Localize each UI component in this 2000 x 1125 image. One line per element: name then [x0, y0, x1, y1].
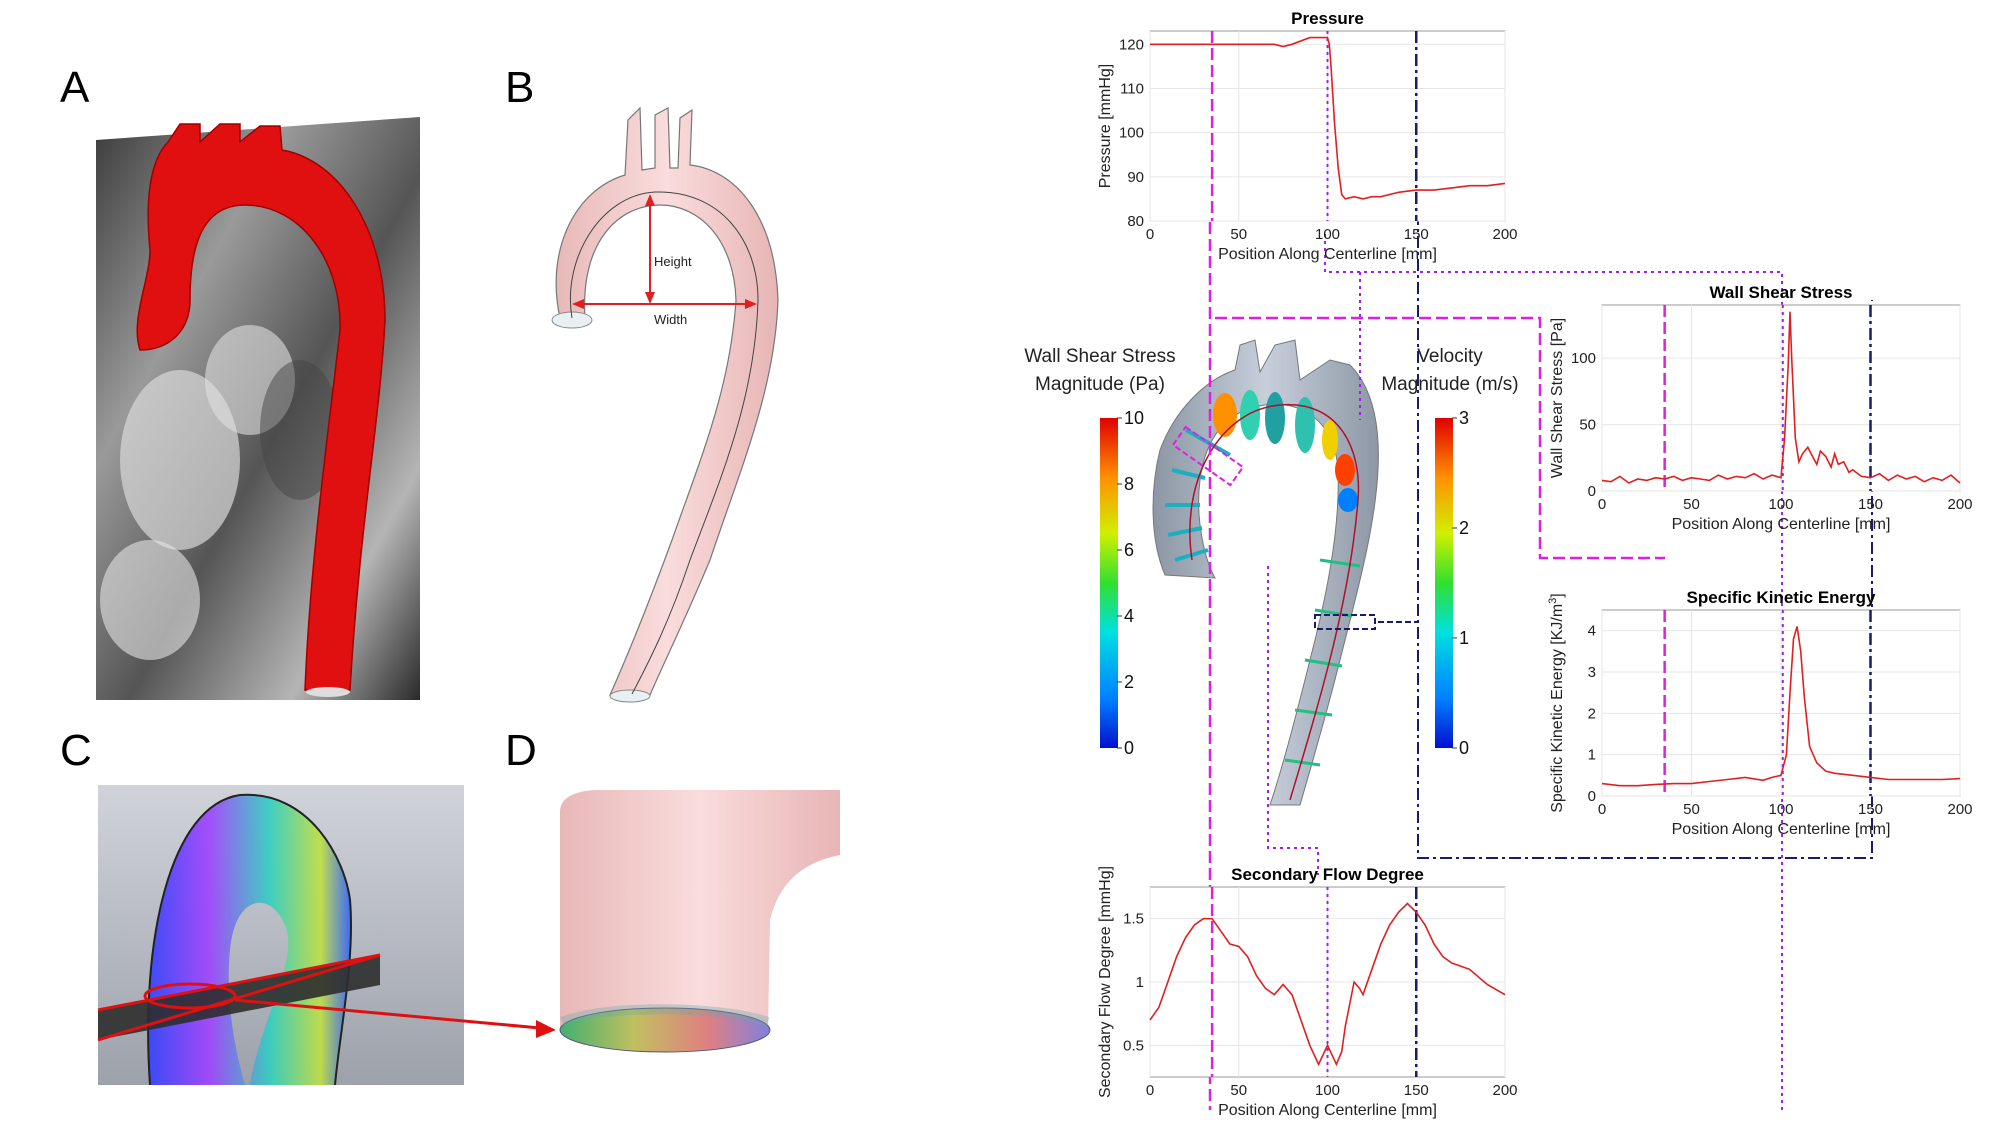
sfd-series-line: [1149, 902, 1506, 1067]
wss-colorbar-tick: 10: [1124, 408, 1144, 428]
pressure-x-tick: 50: [1230, 226, 1247, 243]
sfd-y-axis-label: Secondary Flow Degree [mmHg]: [1097, 866, 1114, 1098]
wss-x-tick: 100: [1768, 496, 1793, 513]
sfd-chart: 0 50 100 150 200 0.5 1 1.5 Secondary Flow Degree…: [1097, 865, 1518, 1119]
pressure-chart: 0 50 100 150 200 80 90 100 110 120 Pressure Positio…: [1097, 9, 1518, 263]
wss-x-tick: 0: [1598, 496, 1606, 513]
ske-y-tick: 0: [1588, 788, 1596, 805]
wss-x-tick: 150: [1858, 496, 1883, 513]
pressure-y-tick: 110: [1120, 80, 1144, 97]
velocity-colorbar-title-1: Velocity: [1417, 346, 1483, 367]
vel-colorbar-tick: 1: [1459, 628, 1469, 648]
ske-y-tick: 3: [1588, 664, 1596, 681]
wss-chart-title: Wall Shear Stress: [1710, 283, 1853, 302]
panel-letter-c: C: [60, 726, 92, 775]
pressure-y-axis-label: Pressure [mmHg]: [1097, 64, 1114, 188]
pressure-x-tick: 100: [1315, 226, 1340, 243]
ske-y-tick: 1: [1588, 747, 1596, 764]
sfd-chart-title: Secondary Flow Degree: [1231, 865, 1424, 884]
sfd-x-tick: 200: [1492, 1082, 1517, 1099]
wss-colorbar-title-1: Wall Shear Stress: [1024, 346, 1175, 367]
ske-x-tick: 100: [1768, 801, 1793, 818]
sfd-y-axis-label-text: Secondary Flow Degree [mmHg]: [1097, 866, 1114, 1098]
width-label: Width: [654, 312, 687, 327]
ske-series-line: [1601, 626, 1961, 787]
sfd-y-tick: 1: [1136, 974, 1144, 991]
wss-y-tick: 0: [1588, 483, 1596, 500]
ske-x-tick: 200: [1947, 801, 1972, 818]
ske-x-axis-label: Position Along Centerline [mm]: [1672, 821, 1891, 838]
wss-y-tick: 50: [1579, 417, 1596, 434]
velocity-colorbar: Velocity Magnitude (m/s) 3 2 1 0: [1381, 346, 1518, 758]
panel-letter-b: B: [505, 63, 534, 112]
ske-y-tick: 2: [1588, 705, 1596, 722]
wss-colorbar-title-2: Magnitude (Pa): [1035, 374, 1165, 395]
ske-x-tick: 50: [1683, 801, 1700, 818]
wss-chart: 0 50 100 150 200 0 50 100 Wall Shear Stress Posit…: [1549, 283, 1973, 533]
line-charts: 0 50 100 150 2008090100110120PressurePositio…: [1097, 9, 1973, 1119]
pressure-x-tick: 200: [1492, 226, 1517, 243]
velocity-colorbar-title-2: Magnitude (m/s): [1381, 374, 1518, 395]
wss-x-axis-label: Position Along Centerline [mm]: [1672, 516, 1891, 533]
pressure-x-axis-label: Position Along Centerline [mm]: [1218, 246, 1437, 263]
pressure-x-tick: 150: [1404, 226, 1429, 243]
sfd-y-tick: 1.5: [1123, 911, 1144, 928]
pressure-chart-title: Pressure: [1291, 9, 1364, 28]
sfd-x-tick: 150: [1404, 1082, 1429, 1099]
height-label: Height: [654, 254, 692, 269]
ske-y-axis-label: Specific Kinetic Energy [KJ/m3]: [1547, 593, 1566, 813]
panel-d-inlet-velocity: [559, 790, 840, 1053]
ske-x-tick: 150: [1858, 801, 1883, 818]
wss-colorbar-tick: 4: [1124, 606, 1134, 626]
wss-x-tick: 50: [1683, 496, 1700, 513]
wss-colorbar-tick: 6: [1124, 540, 1134, 560]
ske-chart-title: Specific Kinetic Energy: [1687, 588, 1876, 607]
panel-letter-a: A: [60, 63, 90, 112]
pressure-y-tick: 80: [1127, 213, 1144, 230]
sfd-x-tick: 0: [1146, 1082, 1154, 1099]
wss-x-tick: 200: [1947, 496, 1972, 513]
wss-colorbar: Wall Shear Stress Magnitude (Pa) 10 8 6 4 2 0: [1024, 346, 1175, 758]
pressure-y-tick: 100: [1119, 125, 1144, 142]
vel-colorbar-tick: 0: [1459, 738, 1469, 758]
pressure-y-tick: 90: [1127, 169, 1144, 186]
ske-y-axis-label-sup: 3: [1547, 598, 1559, 604]
ske-x-tick: 0: [1598, 801, 1606, 818]
wss-y-tick: 100: [1571, 350, 1596, 367]
sfd-x-tick: 50: [1230, 1082, 1247, 1099]
wss-colorbar-tick: 8: [1124, 474, 1134, 494]
pressure-series-line: [1150, 36, 1506, 200]
pressure-x-tick: 0: [1146, 226, 1154, 243]
sfd-x-tick: 100: [1315, 1082, 1340, 1099]
ske-y-axis-label-text: Specific Kinetic Energy [KJ/m: [1549, 604, 1566, 813]
ske-chart: 0 50 100 150 200 0 1 2 3 4 Specific Kinetic Energy…: [1547, 588, 1973, 838]
sfd-y-tick: 0.5: [1123, 1037, 1144, 1054]
sfd-x-axis-label: Position Along Centerline [mm]: [1218, 1102, 1437, 1119]
ske-y-axis-label-end: ]: [1549, 593, 1566, 597]
pressure-y-axis-label-text: Pressure [mmHg]: [1097, 64, 1114, 188]
wss-colorbar-tick: 2: [1124, 672, 1134, 692]
panel-a-mri-aorta: [96, 117, 420, 700]
panel-letter-d: D: [505, 726, 537, 775]
wss-series-line: [1601, 311, 1961, 484]
connector-lines: [1208, 52, 1873, 1110]
ske-y-tick: 4: [1588, 623, 1596, 640]
vel-colorbar-tick: 2: [1459, 518, 1469, 538]
wss-y-axis-label-text: Wall Shear Stress [Pa]: [1549, 318, 1566, 478]
panel-c-4d-flow-streamlines: [97, 785, 556, 1086]
wss-colorbar-tick: 0: [1124, 738, 1134, 758]
central-aorta-model: [1152, 339, 1379, 806]
wss-y-axis-label: Wall Shear Stress [Pa]: [1549, 318, 1566, 478]
pressure-y-tick: 120: [1119, 36, 1144, 53]
vel-colorbar-tick: 3: [1459, 408, 1469, 428]
panel-b-aorta-geometry: Height Width: [551, 106, 779, 703]
